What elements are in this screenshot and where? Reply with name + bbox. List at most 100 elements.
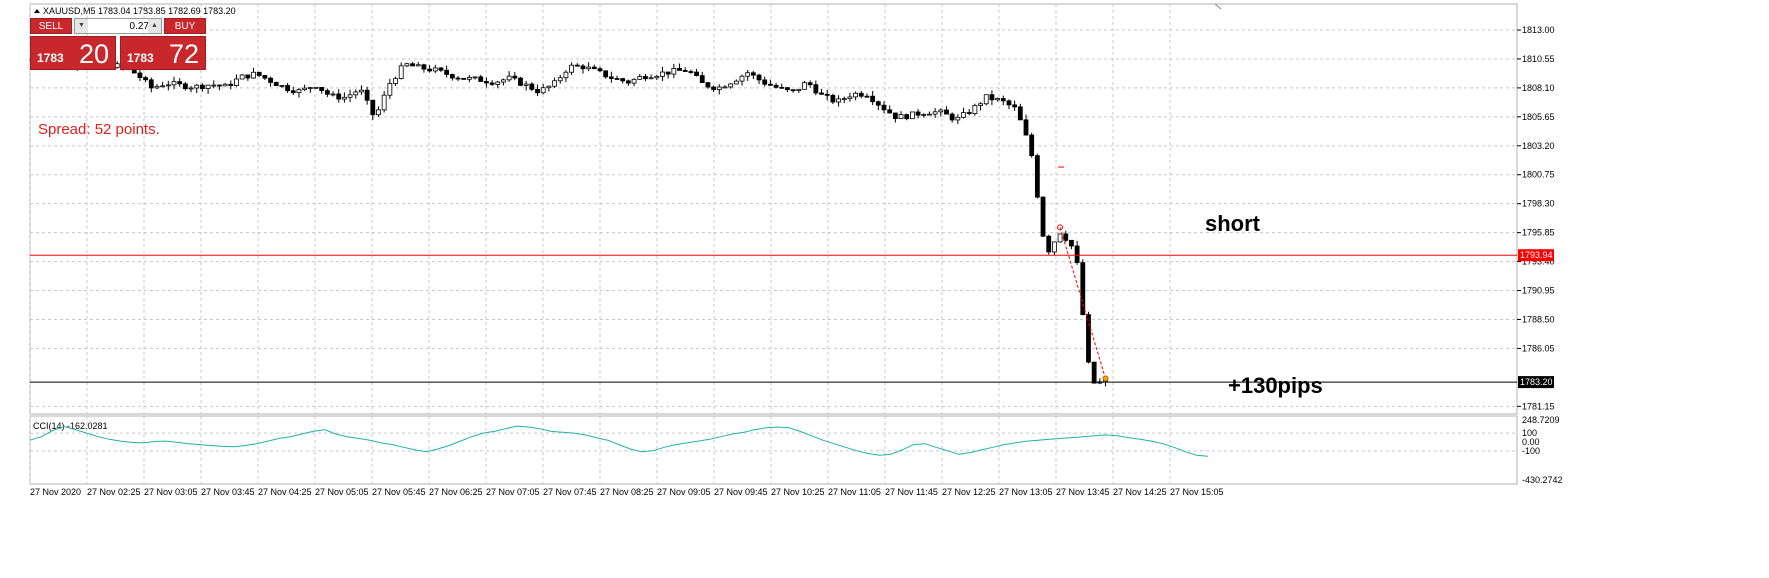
candle-body (199, 84, 205, 90)
candle-body (927, 113, 932, 116)
x-tick-label: 27 Nov 2020 (30, 487, 81, 497)
candle-body (682, 70, 688, 72)
y-tick-label: 1810.55 (1522, 54, 1555, 64)
candle-body (699, 75, 705, 83)
candle-body (949, 113, 955, 121)
candle-body (932, 111, 938, 115)
candle-body (1063, 233, 1069, 241)
candle-body (904, 114, 910, 120)
candle-body (796, 88, 802, 91)
candle-body (898, 114, 904, 119)
candle-body (722, 86, 728, 89)
candle-body (875, 101, 881, 106)
candle-body (495, 81, 501, 85)
lot-decrease-icon[interactable]: ▼ (75, 19, 88, 33)
candle-body (501, 79, 506, 83)
cci-line (29, 425, 1209, 457)
candle-body (239, 74, 245, 80)
candle-body (711, 86, 716, 90)
buy-button[interactable]: BUY (164, 18, 206, 34)
candle-body (336, 93, 342, 100)
candle-body (733, 80, 739, 85)
price-tag-box (1518, 249, 1554, 262)
lot-size-input[interactable] (89, 19, 151, 33)
candle-body (586, 66, 592, 70)
candle-body (1069, 239, 1074, 247)
annotation-profit: +130pips (1228, 373, 1323, 398)
cci-title: CCI(14) -162.0281 (33, 421, 108, 431)
x-tick-label: 27 Nov 15:05 (1170, 487, 1224, 497)
candle-body (978, 103, 983, 106)
candle-body (455, 77, 461, 80)
candle-body (995, 98, 1000, 101)
candle-body (739, 75, 745, 82)
candle-body (643, 76, 648, 80)
candle-body (1091, 361, 1097, 384)
x-tick-label: 27 Nov 05:05 (315, 487, 369, 497)
candle-body (285, 85, 291, 92)
x-tick-label: 27 Nov 05:45 (372, 487, 426, 497)
candle-body (398, 65, 404, 80)
candle-body (512, 75, 518, 79)
candle-body (177, 81, 183, 85)
x-tick-label: 27 Nov 13:45 (1056, 487, 1110, 497)
candle-body (410, 63, 415, 67)
short-entry-marker (1057, 224, 1064, 231)
candle-body (370, 99, 376, 116)
candle-body (381, 94, 387, 111)
candle-body (614, 78, 620, 80)
candle-body (148, 79, 154, 89)
candle-body (324, 90, 330, 95)
candle-body (160, 85, 166, 88)
candle-body (688, 71, 694, 73)
candle-body (552, 80, 557, 87)
candle-body (529, 83, 535, 90)
candle-body (921, 114, 927, 116)
grid-lines (29, 4, 1517, 484)
candle-body (728, 83, 734, 88)
cci-tick-label: 0.00 (1522, 437, 1540, 447)
candle-body (211, 84, 217, 87)
x-tick-label: 27 Nov 06:25 (429, 487, 483, 497)
candle-body (1012, 104, 1018, 108)
sell-button[interactable]: SELL (30, 18, 72, 34)
candle-body (694, 71, 699, 77)
candle-body (347, 94, 353, 98)
candle-body (268, 77, 273, 83)
candle-body (535, 88, 540, 94)
cci-tick-label: 248.7209 (1522, 415, 1560, 425)
buy-price-small: 1783 (127, 51, 154, 65)
x-tick-label: 27 Nov 09:05 (657, 487, 711, 497)
sell-price-small: 1783 (37, 51, 64, 65)
candle-body (972, 105, 978, 115)
candle-body (188, 87, 194, 90)
candle-body (910, 111, 915, 120)
candle-body (716, 86, 722, 90)
y-tick-label: 1795.85 (1522, 228, 1555, 238)
candle-body (563, 71, 569, 79)
candle-body (853, 92, 858, 98)
candle-body (836, 98, 841, 103)
candle-body (762, 79, 768, 85)
y-tick-label: 1786.05 (1522, 343, 1555, 353)
candle-body (626, 80, 631, 84)
candle-body (262, 75, 268, 79)
candle-body (779, 86, 785, 89)
sell-price-button[interactable]: 1783 20 (30, 36, 116, 70)
lot-increase-icon[interactable]: ▲ (148, 19, 161, 33)
y-tick-label: 1781.15 (1522, 401, 1555, 411)
candle-body (341, 96, 347, 100)
candle-body (205, 84, 211, 90)
candle-body (393, 78, 398, 84)
buy-price-button[interactable]: 1783 72 (120, 36, 206, 70)
candle-body (296, 89, 302, 94)
candle-body (671, 67, 677, 75)
candle-body (654, 75, 660, 79)
candle-body (915, 111, 921, 116)
candle-body (569, 64, 574, 73)
candle-body (887, 109, 893, 114)
candle-body (955, 116, 961, 121)
x-tick-label: 27 Nov 08:25 (600, 487, 654, 497)
x-tick-label: 27 Nov 14:25 (1113, 487, 1167, 497)
